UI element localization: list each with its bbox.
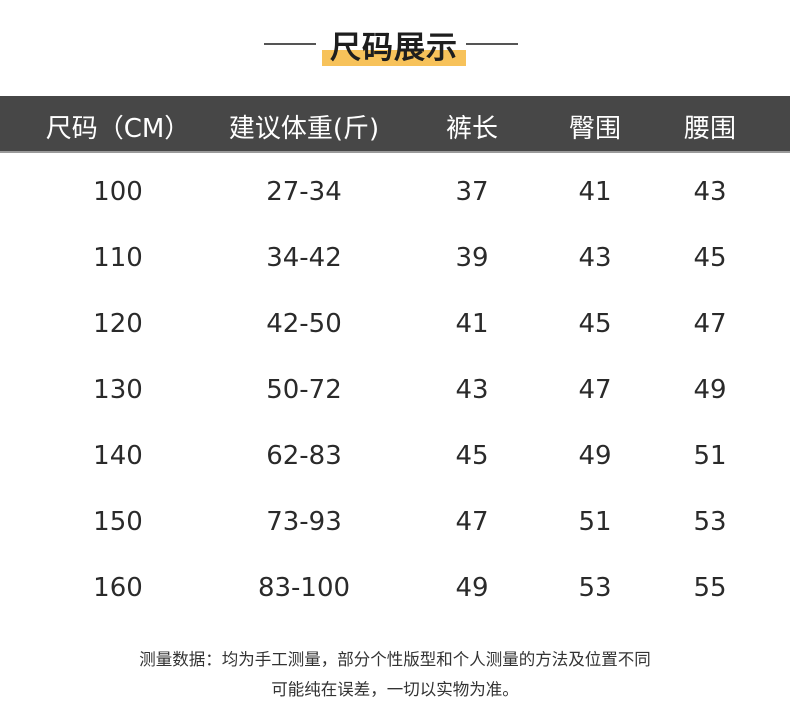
cell-pants-length: 47	[455, 507, 489, 537]
cell-pants-length: 39	[455, 243, 489, 273]
title-text: 尺码展示	[330, 30, 458, 66]
cell-size: 110	[93, 243, 143, 273]
table-row: 130 50-72 43 47 49	[0, 375, 790, 415]
table-row: 160 83-100 49 53 55	[0, 573, 790, 613]
table-row: 150 73-93 47 51 53	[0, 507, 790, 547]
cell-hip: 45	[578, 309, 612, 339]
cell-weight: 50-72	[266, 375, 342, 405]
cell-size: 160	[93, 573, 143, 603]
table-row: 110 34-42 39 43 45	[0, 243, 790, 283]
cell-waist: 51	[693, 441, 727, 471]
header-waist: 腰围	[683, 114, 737, 144]
cell-weight: 42-50	[266, 309, 342, 339]
cell-hip: 51	[578, 507, 612, 537]
table-row: 100 27-34 37 41 43	[0, 177, 790, 217]
cell-waist: 47	[693, 309, 727, 339]
cell-waist: 53	[693, 507, 727, 537]
title-divider-right	[466, 43, 518, 45]
cell-pants-length: 45	[455, 441, 489, 471]
cell-weight: 83-100	[257, 573, 351, 603]
cell-waist: 49	[693, 375, 727, 405]
cell-weight: 62-83	[266, 441, 342, 471]
cell-size: 120	[93, 309, 143, 339]
cell-weight: 34-42	[266, 243, 342, 273]
note-line-1: 测量数据：均为手工测量，部分个性版型和个人测量的方法及位置不同	[139, 650, 651, 669]
table-row: 140 62-83 45 49 51	[0, 441, 790, 481]
table-row: 120 42-50 41 45 47	[0, 309, 790, 349]
cell-waist: 43	[693, 177, 727, 207]
table-header: 尺码（CM） 建议体重(斤) 裤长 臀围 腰围	[0, 96, 790, 153]
cell-size: 100	[93, 177, 143, 207]
note-line-2: 可能纯在误差，一切以实物为准。	[271, 680, 519, 699]
cell-hip: 47	[578, 375, 612, 405]
cell-hip: 43	[578, 243, 612, 273]
cell-pants-length: 43	[455, 375, 489, 405]
cell-weight: 73-93	[266, 507, 342, 537]
cell-waist: 55	[693, 573, 727, 603]
cell-hip: 41	[578, 177, 612, 207]
cell-size: 140	[93, 441, 143, 471]
cell-size: 130	[93, 375, 143, 405]
cell-waist: 45	[693, 243, 727, 273]
cell-hip: 53	[578, 573, 612, 603]
header-hip: 臀围	[568, 114, 622, 144]
title-highlight	[322, 50, 466, 66]
header-size: 尺码（CM）	[45, 114, 191, 144]
title-divider-left	[264, 43, 316, 45]
cell-hip: 49	[578, 441, 612, 471]
section-title: 尺码展示	[0, 18, 790, 68]
cell-size: 150	[93, 507, 143, 537]
cell-pants-length: 49	[455, 573, 489, 603]
header-pants-length: 裤长	[445, 114, 499, 144]
cell-pants-length: 41	[455, 309, 489, 339]
cell-pants-length: 37	[455, 177, 489, 207]
cell-weight: 27-34	[266, 177, 342, 207]
header-weight: 建议体重(斤)	[228, 114, 380, 144]
